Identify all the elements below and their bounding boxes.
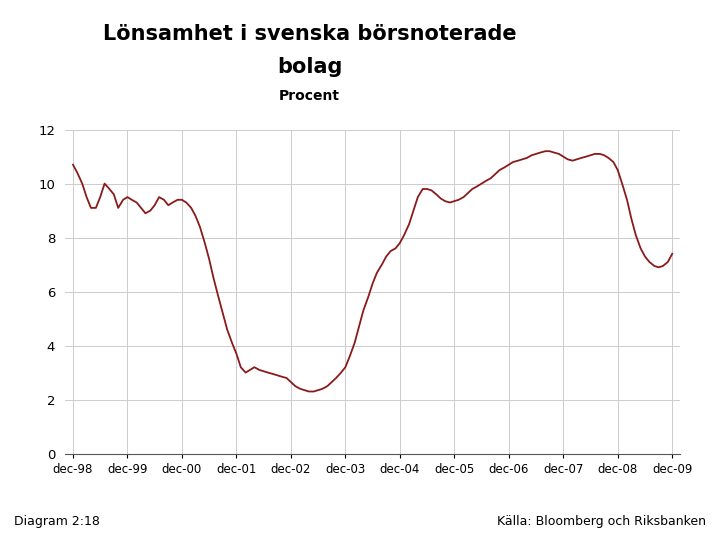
Text: SVERIGES
RIKSBANK: SVERIGES RIKSBANK <box>639 68 683 89</box>
Text: Källa: Bloomberg och Riksbanken: Källa: Bloomberg och Riksbanken <box>497 515 706 528</box>
Text: Diagram 2:18: Diagram 2:18 <box>14 515 100 528</box>
Text: bolag: bolag <box>277 57 342 77</box>
Text: Lönsamhet i svenska börsnoterade: Lönsamhet i svenska börsnoterade <box>103 24 516 44</box>
Text: Procent: Procent <box>279 89 340 103</box>
